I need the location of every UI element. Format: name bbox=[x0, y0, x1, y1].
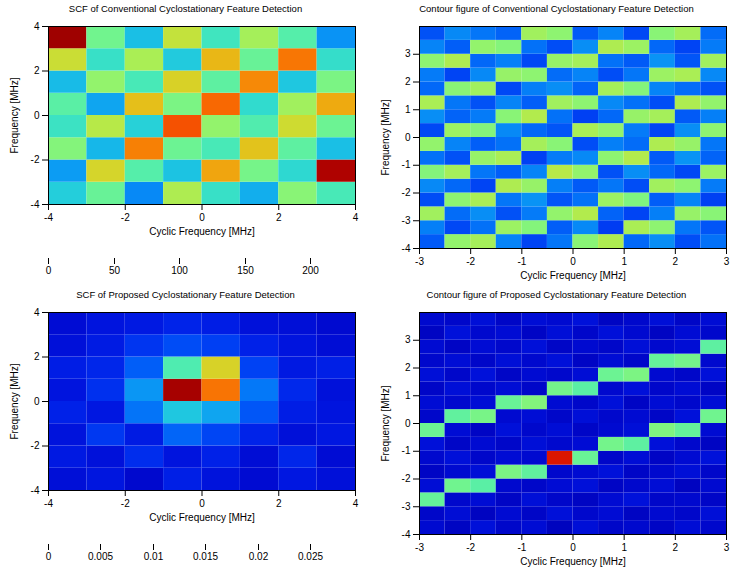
svg-text:1: 1 bbox=[621, 542, 627, 553]
html-text:SCF of Proposed Cyclostationar: SCF of Proposed Cyclostationary Feature … bbox=[76, 289, 295, 300]
svg-text:0.005: 0.005 bbox=[88, 551, 113, 562]
svg-text:-3: -3 bbox=[402, 215, 411, 226]
svg-text:-4: -4 bbox=[402, 243, 411, 254]
svg-text:-1: -1 bbox=[517, 542, 526, 553]
svg-text:4: 4 bbox=[353, 498, 359, 509]
svg-text:-1: -1 bbox=[402, 159, 411, 170]
svg-text:0: 0 bbox=[199, 498, 205, 509]
svg-text:Frequency [MHz]: Frequency [MHz] bbox=[9, 363, 20, 439]
svg-text:Frequency [MHz]: Frequency [MHz] bbox=[380, 99, 391, 175]
svg-text:2: 2 bbox=[673, 542, 679, 553]
svg-text:0: 0 bbox=[405, 132, 411, 143]
svg-text:0: 0 bbox=[570, 256, 576, 267]
svg-text:0.02: 0.02 bbox=[249, 551, 269, 562]
svg-text:0: 0 bbox=[405, 418, 411, 429]
svg-text:3: 3 bbox=[405, 334, 411, 345]
svg-text:100: 100 bbox=[171, 265, 188, 276]
html-text:Contour figure of Conventional: Contour figure of Conventional Cyclostat… bbox=[419, 3, 694, 14]
svg-text:0.015: 0.015 bbox=[193, 551, 218, 562]
svg-text:Cyclic Frequency [MHz]: Cyclic Frequency [MHz] bbox=[520, 556, 626, 567]
svg-text:1: 1 bbox=[405, 104, 411, 115]
svg-text:-4: -4 bbox=[31, 199, 40, 210]
svg-text:-4: -4 bbox=[402, 529, 411, 540]
svg-text:Cyclic Frequency [MHz]: Cyclic Frequency [MHz] bbox=[149, 226, 255, 237]
svg-text:150: 150 bbox=[237, 265, 254, 276]
html-text:Contour figure of Proposed Cyc: Contour figure of Proposed Cyclostationa… bbox=[426, 289, 687, 300]
svg-text:Cyclic Frequency [MHz]: Cyclic Frequency [MHz] bbox=[149, 512, 255, 523]
svg-text:-1: -1 bbox=[402, 445, 411, 456]
svg-text:-2: -2 bbox=[31, 154, 40, 165]
svg-text:-2: -2 bbox=[121, 212, 130, 223]
svg-text:-4: -4 bbox=[44, 212, 53, 223]
svg-text:3: 3 bbox=[405, 48, 411, 59]
svg-text:0: 0 bbox=[46, 265, 52, 276]
svg-text:0: 0 bbox=[570, 542, 576, 553]
svg-text:-2: -2 bbox=[466, 256, 475, 267]
html-text:SCF of Conventional Cyclostati: SCF of Conventional Cyclostationary Feat… bbox=[68, 3, 303, 14]
svg-text:0.025: 0.025 bbox=[298, 551, 323, 562]
svg-text:0: 0 bbox=[199, 212, 205, 223]
svg-text:-2: -2 bbox=[466, 542, 475, 553]
svg-text:2: 2 bbox=[405, 76, 411, 87]
svg-text:-3: -3 bbox=[415, 256, 424, 267]
svg-text:0: 0 bbox=[34, 110, 40, 121]
svg-text:1: 1 bbox=[621, 256, 627, 267]
svg-text:0.01: 0.01 bbox=[144, 551, 164, 562]
svg-text:4: 4 bbox=[34, 21, 40, 32]
svg-text:2: 2 bbox=[276, 498, 282, 509]
svg-text:-2: -2 bbox=[121, 498, 130, 509]
svg-text:3: 3 bbox=[724, 542, 730, 553]
svg-text:0: 0 bbox=[34, 396, 40, 407]
svg-text:Frequency [MHz]: Frequency [MHz] bbox=[9, 77, 20, 153]
svg-text:3: 3 bbox=[724, 256, 730, 267]
svg-text:-2: -2 bbox=[402, 187, 411, 198]
svg-text:4: 4 bbox=[353, 212, 359, 223]
svg-text:2: 2 bbox=[34, 65, 40, 76]
svg-text:2: 2 bbox=[276, 212, 282, 223]
svg-text:2: 2 bbox=[673, 256, 679, 267]
svg-text:-4: -4 bbox=[31, 485, 40, 496]
svg-text:200: 200 bbox=[302, 265, 319, 276]
svg-text:50: 50 bbox=[109, 265, 121, 276]
svg-text:-4: -4 bbox=[44, 498, 53, 509]
svg-text:1: 1 bbox=[405, 390, 411, 401]
svg-text:4: 4 bbox=[34, 307, 40, 318]
svg-text:0: 0 bbox=[46, 551, 52, 562]
svg-text:2: 2 bbox=[34, 351, 40, 362]
svg-text:2: 2 bbox=[405, 362, 411, 373]
svg-text:-1: -1 bbox=[517, 256, 526, 267]
svg-text:Cyclic Frequency [MHz]: Cyclic Frequency [MHz] bbox=[520, 270, 626, 281]
svg-text:-3: -3 bbox=[402, 501, 411, 512]
svg-text:-2: -2 bbox=[31, 440, 40, 451]
svg-text:Frequency [MHz]: Frequency [MHz] bbox=[380, 385, 391, 461]
svg-text:-2: -2 bbox=[402, 473, 411, 484]
svg-text:-3: -3 bbox=[415, 542, 424, 553]
